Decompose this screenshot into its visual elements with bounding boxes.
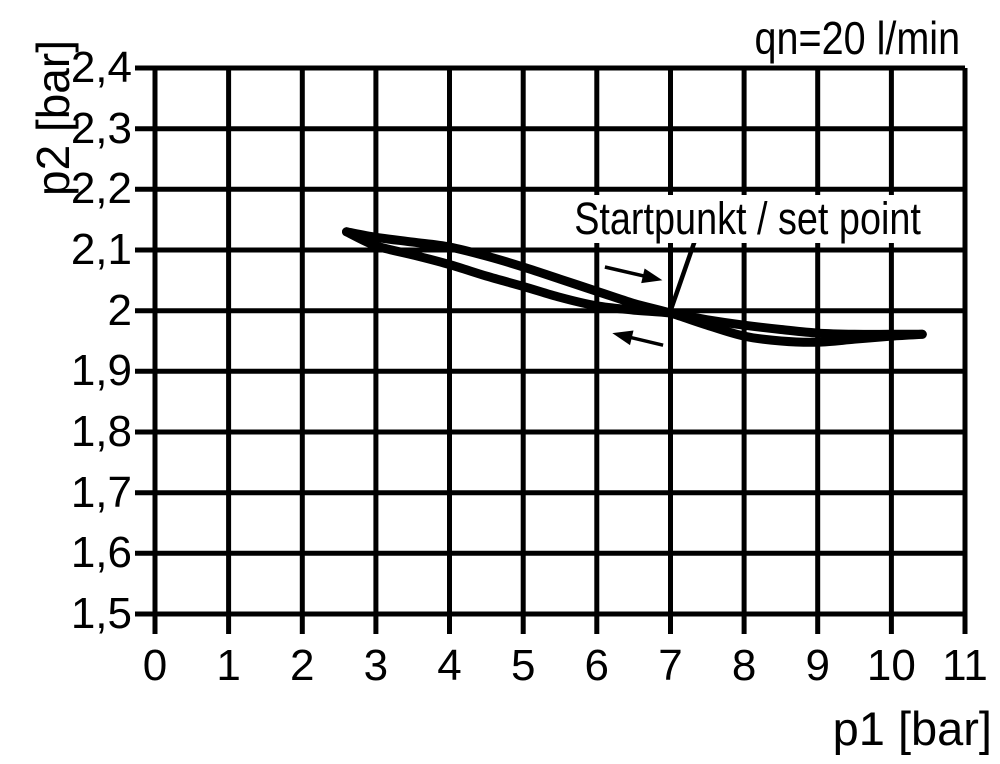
x-axis-tick-label: 1 [216,641,241,690]
y-axis-tick-label: 1,9 [70,346,132,396]
x-axis-title: p1 [bar] [832,702,992,755]
y-axis-tick-label: 1,6 [70,528,132,578]
x-axis-tick-label: 5 [510,641,536,690]
x-axis-tick-label: 4 [437,641,462,690]
y-axis-tick-label: 1,5 [70,589,132,638]
x-axis-tick-label: 2 [290,641,315,690]
y-axis-tick-label: 1,8 [70,407,132,456]
x-axis-tick-label: 9 [805,641,830,690]
direction-arrow-head-right [641,268,663,284]
flow-rate-annotation: qn=20 l/min [754,12,960,64]
x-axis-tick-label: 10 [866,641,916,690]
y-axis-tick-label: 2,4 [70,43,132,92]
y-axis-tick-label: 1,7 [70,467,132,517]
set-point-annotation: Startpunkt / set point [570,195,926,243]
direction-arrow-shaft-right [604,265,648,279]
direction-arrow-shaft-left [627,335,664,347]
hysteresis-curve-return [342,227,927,339]
y-axis-tick-label: 2 [107,285,132,335]
x-axis-tick-label: 8 [731,641,757,690]
x-axis-tick-label: 11 [942,641,988,690]
x-axis-tick-label: 3 [363,641,389,690]
x-axis-tick-label: 7 [658,641,683,690]
y-axis-tick-label: 2,2 [70,164,132,214]
y-axis-tick-label: 2,1 [70,225,132,274]
x-axis-tick-label: 6 [584,641,610,690]
y-axis-tick-label: 2,3 [70,103,132,153]
hysteresis-curve-forward [342,227,927,347]
direction-arrow-head-left [612,330,634,346]
set-point-leader-line [668,240,697,312]
x-axis-tick-label: 0 [142,641,168,690]
